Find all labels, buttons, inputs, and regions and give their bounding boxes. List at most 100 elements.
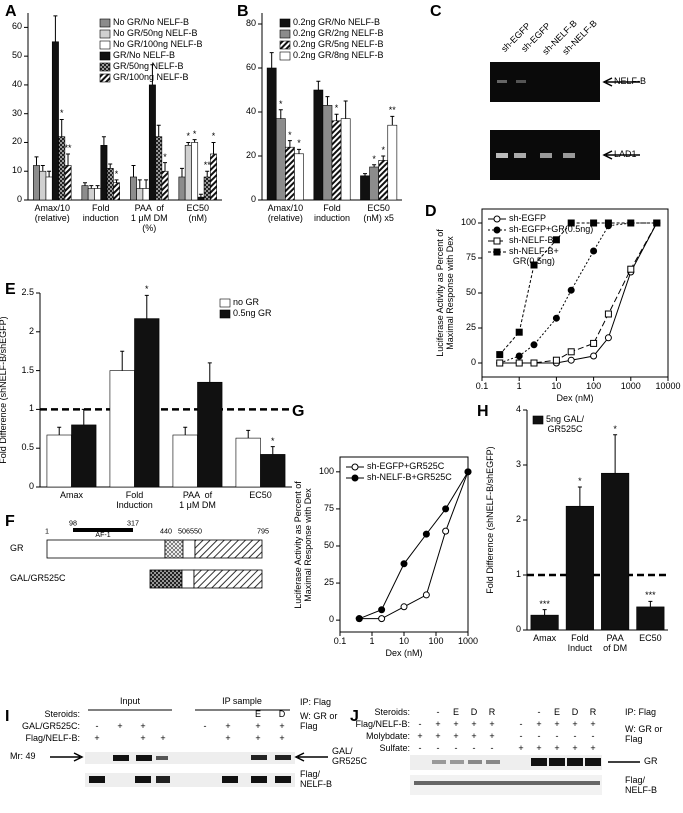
legend-swatch xyxy=(99,40,111,50)
lane-sign: + xyxy=(140,721,146,732)
lane-sign: + xyxy=(572,743,578,754)
panel-label: J xyxy=(350,708,359,726)
blot-j xyxy=(410,755,640,795)
ip-label: IP: Flag xyxy=(625,707,657,718)
significance: * xyxy=(271,435,275,446)
legend-swatch xyxy=(279,40,291,50)
lane-sign: + xyxy=(572,719,578,730)
bar xyxy=(285,146,295,201)
x-tick-label: Fold Induct xyxy=(567,633,593,653)
bar xyxy=(39,170,47,201)
point xyxy=(493,215,501,223)
bar xyxy=(369,166,379,201)
lane-sign: - xyxy=(454,743,458,754)
panel-label: D xyxy=(425,203,437,221)
x-tick-label: 10 xyxy=(551,381,562,392)
diagram-f xyxy=(46,528,263,589)
western-label: W: GR or Flag xyxy=(300,711,338,731)
point xyxy=(590,352,598,360)
bar xyxy=(109,370,135,488)
legend-label: 0.5ng GR xyxy=(233,308,272,319)
error-bar xyxy=(613,434,618,474)
residue-number: 795 xyxy=(256,527,269,536)
row-label: GAL/GR525C: xyxy=(21,721,80,732)
error-bar xyxy=(57,426,62,436)
legend-label: no GR xyxy=(233,297,260,308)
panel-label: C xyxy=(430,3,442,21)
point xyxy=(422,530,430,538)
panel-label: E xyxy=(5,281,16,299)
bar xyxy=(530,614,559,631)
error-bar xyxy=(316,80,321,90)
error-bar xyxy=(144,179,149,189)
error-bar xyxy=(211,141,216,154)
y-axis-label: Fold Difference (shNELF-B/shEGFP) xyxy=(485,446,496,594)
line xyxy=(359,471,469,620)
lane-sign: + xyxy=(279,721,285,732)
legend-swatch xyxy=(99,73,111,83)
significance: * xyxy=(186,131,191,142)
point xyxy=(530,261,538,269)
y-tick-label: 3 xyxy=(515,459,521,470)
bar xyxy=(601,472,630,631)
y-tick-label: 30 xyxy=(11,107,22,118)
significance: ** xyxy=(64,143,72,154)
lane-sign: - xyxy=(203,721,207,732)
y-tick-label: 80 xyxy=(245,18,256,29)
bar xyxy=(340,118,351,201)
error-bar xyxy=(179,167,184,177)
error-bar xyxy=(198,193,203,198)
error-bar xyxy=(270,446,275,455)
y-tick-label: 0 xyxy=(250,194,256,205)
significance: * xyxy=(279,98,283,109)
x-tick-label: Amax xyxy=(59,490,84,500)
point xyxy=(590,247,598,255)
point xyxy=(496,351,504,359)
bar xyxy=(106,168,114,201)
lane-sign: - xyxy=(472,743,476,754)
legend-label: sh-NELF-B+ GR(0.5ng) xyxy=(509,246,559,266)
y-tick-label: 2.5 xyxy=(21,287,34,298)
bar xyxy=(142,188,150,201)
row-label: Steroids: xyxy=(374,707,410,718)
header: Input xyxy=(119,696,141,707)
row-label: Flag/NELF-B: xyxy=(355,719,410,730)
lane-sign: + xyxy=(255,733,261,744)
x-tick-label: 10 xyxy=(398,636,410,647)
point xyxy=(552,314,560,322)
bar xyxy=(87,188,95,201)
lane-sign: - xyxy=(490,743,494,754)
error-bar xyxy=(40,164,45,172)
y-tick-label: 60 xyxy=(11,21,22,32)
lane-sign: + xyxy=(435,731,441,742)
x-tick-label: Amax xyxy=(533,633,557,643)
error-bar xyxy=(648,600,653,607)
x-tick-label: 0.1 xyxy=(333,636,347,647)
error-bar xyxy=(156,124,161,137)
bar xyxy=(51,41,59,201)
lane-sign: + xyxy=(489,731,495,742)
bar xyxy=(313,89,324,201)
y-tick-label: 40 xyxy=(11,78,22,89)
legend-label: No GR/No NELF-B xyxy=(113,17,190,28)
lane-sign: - xyxy=(418,743,422,754)
error-bar xyxy=(144,294,149,319)
bar xyxy=(266,67,277,201)
bar xyxy=(184,145,192,201)
y-tick-label: 0 xyxy=(16,194,22,205)
x-tick-label: EC50 xyxy=(639,633,662,643)
lane-sign: E xyxy=(452,707,460,718)
lane-sign: + xyxy=(453,719,459,730)
bar xyxy=(203,176,211,201)
error-bar xyxy=(183,426,188,436)
legend-label: GR/100ng NELF-B xyxy=(113,72,189,83)
error-bar xyxy=(343,100,348,119)
error-bar xyxy=(89,185,94,189)
lane-sign: + xyxy=(140,733,146,744)
y-tick-label: 75 xyxy=(323,502,334,513)
lane-sign: + xyxy=(471,719,477,730)
x-tick-label: Amax/10 (relative) xyxy=(34,203,71,223)
x-tick-label: 0.1 xyxy=(475,381,489,392)
point xyxy=(442,505,450,513)
bar xyxy=(210,153,217,201)
